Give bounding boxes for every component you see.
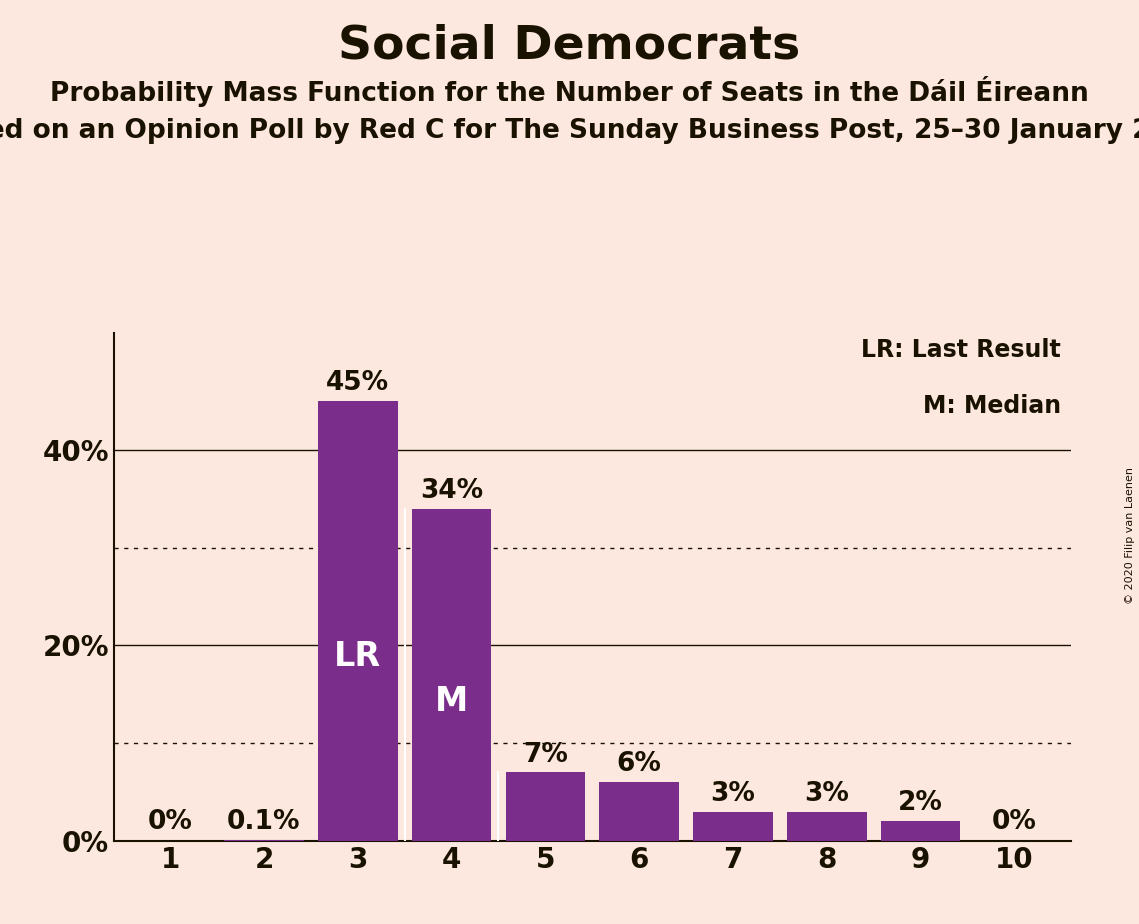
Text: LR: Last Result: LR: Last Result xyxy=(861,337,1062,361)
Bar xyxy=(694,811,773,841)
Text: 7%: 7% xyxy=(523,742,568,768)
Text: Social Democrats: Social Democrats xyxy=(338,23,801,68)
Text: M: Median: M: Median xyxy=(923,394,1062,418)
Text: Probability Mass Function for the Number of Seats in the Dáil Éireann: Probability Mass Function for the Number… xyxy=(50,76,1089,107)
Text: LR: LR xyxy=(334,639,382,673)
Text: 2%: 2% xyxy=(899,790,943,817)
Text: Based on an Opinion Poll by Red C for The Sunday Business Post, 25–30 January 20: Based on an Opinion Poll by Red C for Th… xyxy=(0,118,1139,144)
Text: 0.1%: 0.1% xyxy=(227,809,301,835)
Text: 45%: 45% xyxy=(326,371,390,396)
Text: 34%: 34% xyxy=(420,478,483,504)
Bar xyxy=(318,401,398,841)
Text: 6%: 6% xyxy=(616,751,662,777)
Bar xyxy=(411,508,491,841)
Text: © 2020 Filip van Laenen: © 2020 Filip van Laenen xyxy=(1125,468,1134,604)
Bar xyxy=(506,772,585,841)
Bar xyxy=(880,821,960,841)
Text: M: M xyxy=(435,685,468,718)
Bar xyxy=(599,783,679,841)
Text: 3%: 3% xyxy=(711,781,755,807)
Bar xyxy=(224,840,304,841)
Text: 0%: 0% xyxy=(148,809,192,835)
Bar xyxy=(787,811,867,841)
Text: 0%: 0% xyxy=(992,809,1036,835)
Text: 3%: 3% xyxy=(804,781,850,807)
